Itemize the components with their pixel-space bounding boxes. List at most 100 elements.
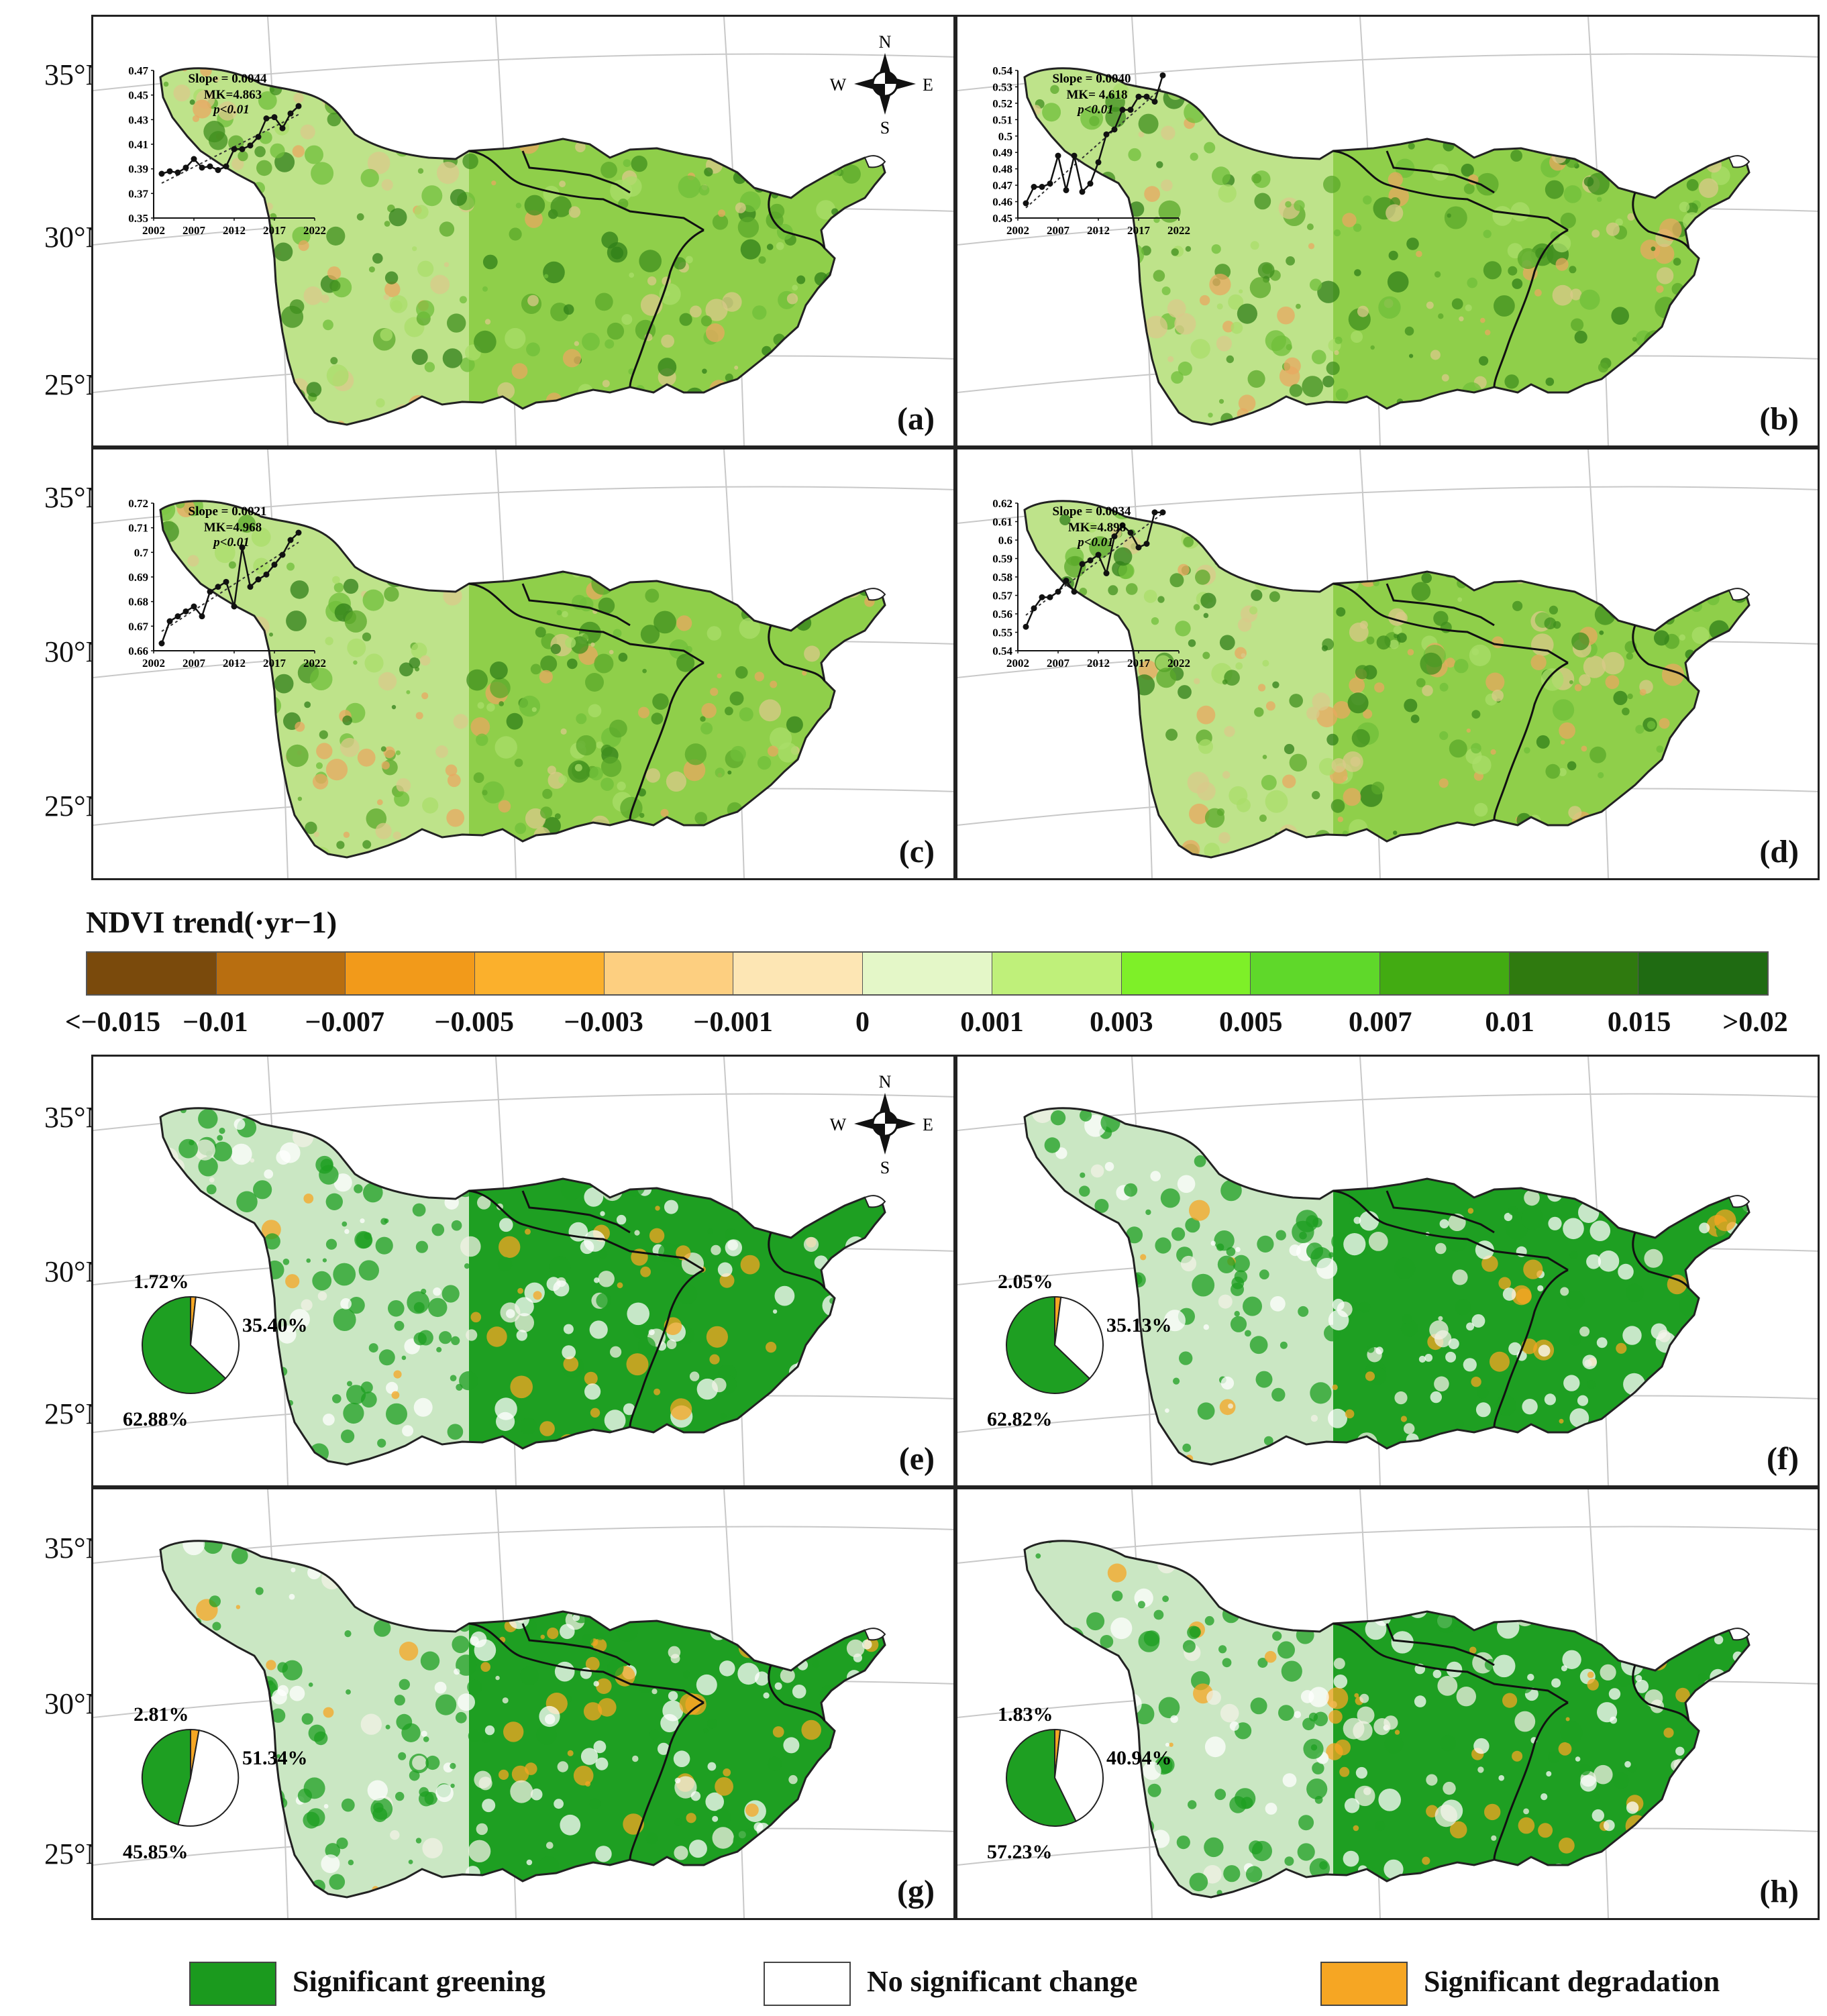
pixel-patch: [598, 1249, 608, 1259]
panel-label: (d): [1759, 834, 1799, 869]
pixel-patch: [286, 744, 309, 767]
pixel-patch: [336, 841, 345, 849]
pixel-patch: [539, 1705, 560, 1728]
pixel-patch: [685, 645, 692, 653]
pixel-patch: [1082, 1238, 1088, 1244]
pixel-patch: [712, 1815, 719, 1822]
pixel-patch: [1328, 1252, 1335, 1258]
pixel-patch: [1689, 1882, 1698, 1892]
sub-basin-boundary: [1386, 150, 1495, 194]
pixel-patch: [348, 1297, 365, 1314]
pixel-patch: [1326, 1687, 1349, 1709]
pixel-patch: [1492, 636, 1504, 649]
slope-label: Slope = 0.0040: [1053, 72, 1131, 86]
pixel-patch: [198, 1157, 218, 1177]
pixel-patch: [689, 1371, 700, 1381]
pixel-patch: [1686, 178, 1699, 191]
pixel-patch: [882, 1737, 885, 1748]
pixel-patch: [546, 556, 556, 566]
pixel-patch: [741, 389, 759, 407]
pixel-patch: [319, 730, 328, 739]
pixel-patch: [818, 1795, 832, 1809]
pixel-patch: [1228, 1403, 1233, 1409]
pixel-patch: [313, 831, 319, 837]
pixel-patch: [1480, 317, 1485, 323]
pixel-patch: [842, 1842, 859, 1858]
pixel-patch: [538, 529, 544, 534]
pixel-patch: [323, 1804, 329, 1809]
pixel-patch: [1076, 394, 1095, 413]
pixel-patch: [467, 1679, 482, 1695]
pixel-patch: [1335, 336, 1343, 344]
data-point: [1031, 184, 1037, 191]
pixel-patch: [1542, 543, 1555, 555]
pixel-patch: [462, 549, 467, 554]
pixel-patch: [1617, 170, 1625, 178]
pixel-patch: [1089, 536, 1111, 559]
pixel-patch: [1569, 1333, 1582, 1346]
pixel-patch: [447, 1424, 464, 1440]
pixel-patch: [1666, 1187, 1678, 1199]
pixel-patch: [729, 834, 740, 845]
pixel-patch: [342, 715, 352, 726]
pixel-patch: [1309, 278, 1322, 291]
pixel-patch: [558, 775, 568, 784]
pixel-patch: [547, 765, 556, 775]
pixel-patch: [1463, 1358, 1477, 1372]
pixel-patch: [499, 701, 504, 706]
pixel-patch: [1296, 1626, 1314, 1644]
pixel-patch: [1239, 1556, 1249, 1567]
pixel-patch: [1699, 1222, 1710, 1234]
pixel-patch: [550, 643, 562, 654]
pixel-patch: [1161, 125, 1176, 140]
pixel-patch: [1388, 172, 1403, 187]
pixel-patch: [477, 702, 484, 709]
pixel-patch: [604, 1439, 611, 1446]
pixel-patch: [1635, 1108, 1642, 1113]
pixel-patch: [462, 153, 478, 170]
pixel-patch: [378, 1349, 395, 1366]
pixel-patch: [842, 668, 850, 676]
pixel-patch: [543, 274, 549, 278]
pixel-patch: [652, 693, 669, 710]
pixel-patch: [357, 748, 376, 767]
data-point: [271, 114, 278, 121]
pixel-patch: [1525, 406, 1543, 423]
pixel-patch: [253, 1180, 272, 1200]
pixel-patch: [260, 364, 282, 385]
pixel-patch: [664, 1200, 678, 1214]
pixel-patch: [199, 260, 207, 268]
pixel-patch: [1432, 1669, 1442, 1679]
pixel-patch: [1434, 1376, 1449, 1392]
pixel-patch: [1265, 701, 1275, 711]
pixel-patch: [1359, 1693, 1369, 1703]
pixel-patch: [1449, 77, 1461, 88]
pixel-patch: [1657, 1403, 1671, 1418]
pixel-patch: [1708, 1460, 1720, 1465]
pixel-patch: [1630, 1851, 1653, 1872]
pixel-patch: [596, 741, 603, 749]
pixel-patch: [1222, 679, 1228, 685]
pixel-patch: [1717, 320, 1738, 341]
trend-line: [161, 541, 299, 632]
pixel-patch: [753, 134, 771, 152]
y-tick-label: 0.5: [998, 130, 1012, 143]
pixel-patch: [1335, 388, 1349, 401]
pixel-patch: [506, 1309, 515, 1318]
pixel-patch: [717, 1170, 727, 1180]
pixel-patch: [797, 505, 816, 524]
pixel-patch: [674, 1846, 688, 1860]
pixel-patch: [813, 1110, 825, 1122]
pixel-patch: [1534, 99, 1551, 115]
pixel-patch: [1072, 1420, 1095, 1443]
pixel-patch: [743, 1558, 751, 1567]
pixel-patch: [1312, 350, 1326, 364]
pixel-patch: [260, 1401, 282, 1424]
mk-label: MK=4.968: [204, 521, 262, 535]
pixel-patch: [1437, 531, 1455, 549]
pixel-patch: [218, 1422, 235, 1439]
pixel-patch: [375, 1236, 393, 1255]
pixel-patch: [615, 516, 624, 525]
pixel-patch: [1469, 1646, 1477, 1654]
pixel-patch: [594, 293, 613, 311]
